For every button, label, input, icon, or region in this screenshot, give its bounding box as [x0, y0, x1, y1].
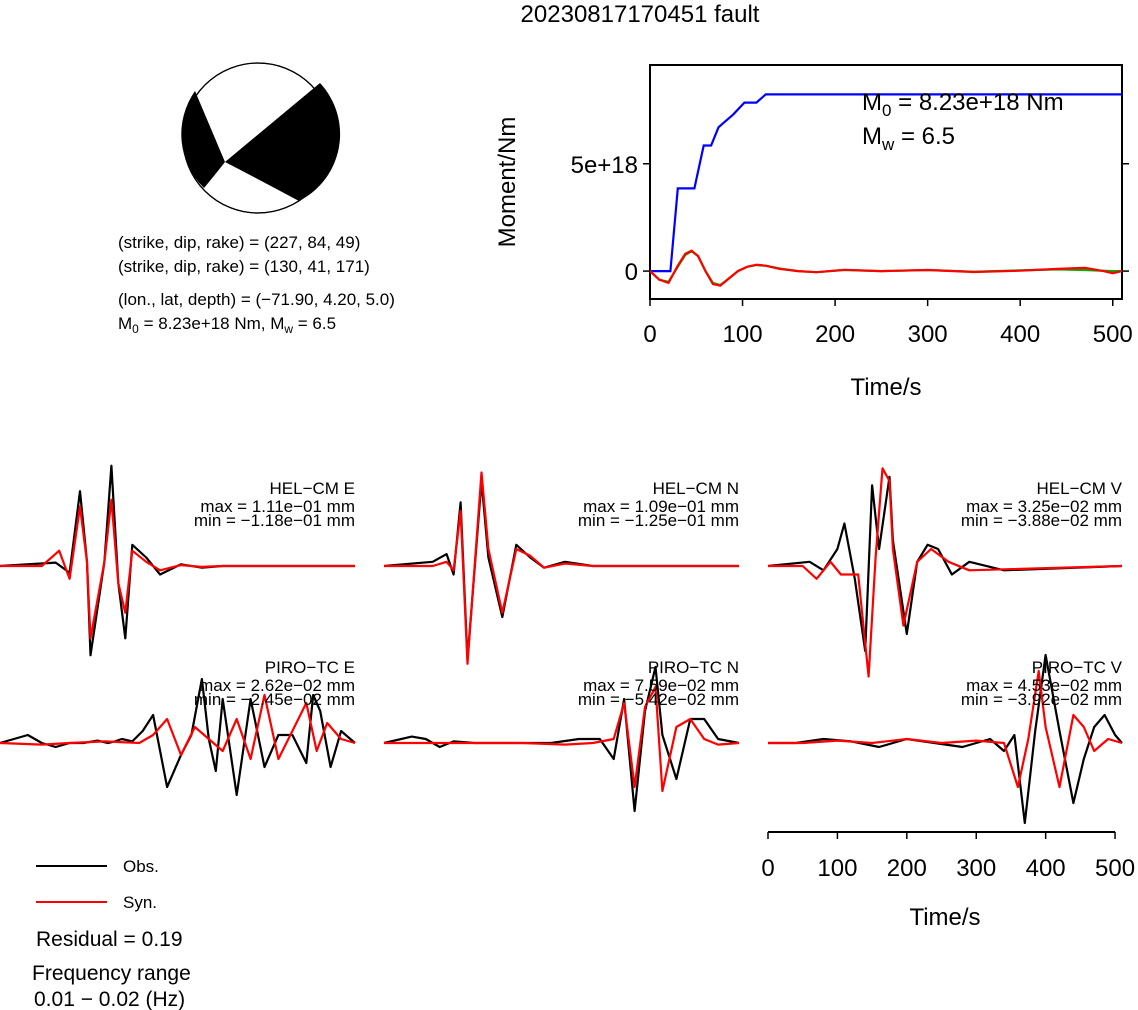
beachball: [181, 62, 341, 214]
frequency-range-value: 0.01 − 0.02 (Hz): [34, 988, 185, 1010]
waveform-max-label: max = 1.09e−01 mm: [583, 497, 739, 516]
frequency-range-title: Frequency range: [32, 962, 191, 985]
moment-xtick-label: 400: [1000, 321, 1040, 348]
beachball-quadrant-2: [181, 91, 225, 188]
residual-value: Residual = 0.19: [36, 928, 183, 951]
waveform-xtick-label: 100: [817, 855, 857, 882]
waveform-xtick-label: 300: [956, 855, 996, 882]
waveform-min-label: min = −3.92e−02 mm: [961, 690, 1122, 709]
moment-xtick-label: 100: [723, 321, 763, 348]
hypocenter-location: (lon., lat, depth) = (−71.90, 4.20, 5.0): [118, 290, 395, 309]
legend: Obs. Syn.: [36, 857, 159, 912]
moment-series-3: [649, 249, 1123, 287]
waveform-max-label: max = 3.25e−02 mm: [966, 497, 1122, 516]
legend-syn-label: Syn.: [123, 893, 157, 912]
waveform-station-label: HEL−CM V: [1037, 479, 1123, 498]
figure-title: 20230817170451 fault: [521, 1, 760, 28]
waveform-obs: [383, 479, 739, 661]
moment-chart-axes: 0 100 200 300 400 500 0 5e+18: [571, 152, 1133, 348]
waveform-max-label: max = 4.53e−02 mm: [966, 676, 1122, 695]
waveform-station-label: PIRO−TC E: [265, 658, 355, 677]
moment-series-1: [650, 93, 1122, 273]
waveform-syn: [0, 498, 355, 640]
waveform-min-label: min = −5.42e−02 mm: [578, 690, 739, 709]
waveform-station-label: PIRO−TC N: [648, 658, 739, 677]
legend-obs-label: Obs.: [123, 857, 159, 876]
waveform-time-axis: 0 100 200 300 400 500: [761, 831, 1135, 882]
moment-chart-xlabel: Time/s: [850, 374, 921, 401]
waveform-max-label: max = 7.59e−02 mm: [583, 676, 739, 695]
waveform-min-label: min = −3.88e−02 mm: [961, 511, 1122, 530]
waveform-syn: [768, 467, 1123, 678]
stf-mw-annotation: Mw = 6.5: [862, 123, 955, 154]
waveform-syn: [384, 471, 739, 665]
waveform-station-label: HEL−CM N: [653, 479, 739, 498]
waveform-xtick-label: 500: [1095, 855, 1135, 882]
moment-ytick-label: 5e+18: [571, 152, 638, 179]
moment-xtick-label: 500: [1093, 321, 1133, 348]
nodal-plane-2: (strike, dip, rake) = (130, 41, 171): [118, 257, 370, 276]
moment-xtick-label: 300: [908, 321, 948, 348]
waveform-syn: [768, 669, 1123, 789]
beachball-quadrant-1: [225, 83, 341, 201]
moment-xtick-label: 0: [643, 321, 656, 348]
moment-chart-frame: [649, 64, 1123, 300]
moment-chart-series: [649, 93, 1123, 287]
waveform-xlabel: Time/s: [909, 904, 980, 931]
waveform-xtick-label: 0: [761, 855, 774, 882]
moment-ytick-label: 0: [625, 259, 638, 286]
waveform-syn: [384, 685, 740, 793]
waveform-obs: [767, 475, 1123, 653]
waveform-max-label: max = 1.11e−01 mm: [200, 497, 355, 516]
waveform-min-label: min = −1.25e−01 mm: [578, 511, 739, 530]
waveform-min-label: min = −2.45e−02 mm: [194, 690, 355, 709]
moment-chart-ylabel: Moment/Nm: [494, 117, 521, 248]
waveform-station-label: HEL−CM E: [270, 479, 356, 498]
nodal-plane-1: (strike, dip, rake) = (227, 84, 49): [118, 233, 360, 252]
waveform-xtick-label: 200: [887, 855, 927, 882]
waveform-obs: [383, 665, 740, 813]
waveform-syn: [0, 693, 356, 761]
moment-xtick-label: 200: [815, 321, 855, 348]
waveform-xtick-label: 400: [1026, 855, 1066, 882]
waveform-station-label: PIRO−TC V: [1032, 658, 1123, 677]
moment-summary: M0 = 8.23e+18 Nm, Mw = 6.5: [118, 314, 336, 336]
mechanism-info: (strike, dip, rake) = (227, 84, 49) (str…: [118, 233, 395, 336]
stf-m0-annotation: M0 = 8.23e+18 Nm: [862, 89, 1064, 120]
waveform-min-label: min = −1.18e−01 mm: [194, 511, 355, 530]
waveform-max-label: max = 2.62e−02 mm: [199, 676, 355, 695]
